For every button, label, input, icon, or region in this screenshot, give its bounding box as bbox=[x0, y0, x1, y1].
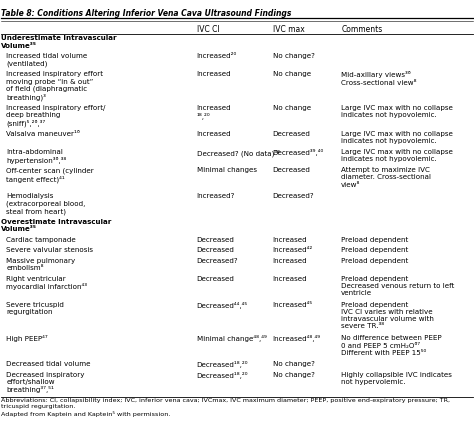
Text: Underestimate Intravascular
Volume³⁵: Underestimate Intravascular Volume³⁵ bbox=[1, 35, 117, 48]
Text: Massive pulmonary
embolism⁸: Massive pulmonary embolism⁸ bbox=[6, 258, 75, 271]
Text: No change: No change bbox=[273, 105, 310, 111]
Text: Decreased: Decreased bbox=[197, 247, 235, 253]
Text: Decreased¹⁸,²⁰: Decreased¹⁸,²⁰ bbox=[197, 361, 248, 368]
Text: Valsalva maneuver¹⁶: Valsalva maneuver¹⁶ bbox=[6, 131, 80, 137]
Text: Increased: Increased bbox=[273, 258, 307, 264]
Text: IVC CI: IVC CI bbox=[197, 26, 219, 34]
Text: Increased²⁰: Increased²⁰ bbox=[197, 54, 237, 60]
Text: Highly collapsible IVC indicates
not hypervolemic.: Highly collapsible IVC indicates not hyp… bbox=[341, 371, 452, 385]
Text: Right ventricular
myocardial infarction⁴³: Right ventricular myocardial infarction⁴… bbox=[6, 276, 87, 290]
Text: Increased: Increased bbox=[273, 276, 307, 282]
Text: Decreased? (No data)³²: Decreased? (No data)³² bbox=[197, 149, 280, 156]
Text: Minimal changes: Minimal changes bbox=[197, 167, 257, 173]
Text: Decreased³⁹,⁴⁰: Decreased³⁹,⁴⁰ bbox=[273, 149, 324, 156]
Text: No change?: No change? bbox=[273, 361, 314, 367]
Text: Decreased: Decreased bbox=[273, 167, 310, 173]
Text: Attempt to maximize IVC
diameter. Cross-sectional
view⁸: Attempt to maximize IVC diameter. Cross-… bbox=[341, 167, 431, 188]
Text: Minimal change⁴⁸,⁴⁹: Minimal change⁴⁸,⁴⁹ bbox=[197, 335, 266, 342]
Text: Abbreviations: CI, collapsibility index; IVC, inferior vena cava; IVCmax, IVC ma: Abbreviations: CI, collapsibility index;… bbox=[1, 398, 450, 417]
Text: Increased
¹⁸,²⁰: Increased ¹⁸,²⁰ bbox=[197, 105, 231, 119]
Text: Increased inspiratory effort
moving probe “in & out”
of field (diaphragmatic
bre: Increased inspiratory effort moving prob… bbox=[6, 71, 103, 102]
Text: Overestimate Intravascular
Volume³⁵: Overestimate Intravascular Volume³⁵ bbox=[1, 219, 112, 232]
Text: Increased tidal volume
(ventilated): Increased tidal volume (ventilated) bbox=[6, 54, 87, 67]
Text: Large IVC max with no collapse
indicates not hypovolemic.: Large IVC max with no collapse indicates… bbox=[341, 149, 453, 162]
Text: Increased: Increased bbox=[197, 131, 231, 137]
Text: Table 8: Conditions Altering Inferior Vena Cava Ultrasound Findings: Table 8: Conditions Altering Inferior Ve… bbox=[1, 9, 292, 18]
Text: Severe valvular stenosis: Severe valvular stenosis bbox=[6, 247, 93, 253]
Text: Decreased?: Decreased? bbox=[273, 193, 314, 199]
Text: Large IVC max with no collapse
indicates not hypovolemic.: Large IVC max with no collapse indicates… bbox=[341, 105, 453, 118]
Text: Mid-axillary views³⁶
Cross-sectional view⁸: Mid-axillary views³⁶ Cross-sectional vie… bbox=[341, 71, 417, 86]
Text: Preload dependent: Preload dependent bbox=[341, 247, 409, 253]
Text: Decreased: Decreased bbox=[197, 276, 235, 282]
Text: Severe tricuspid
regurgitation: Severe tricuspid regurgitation bbox=[6, 302, 64, 315]
Text: Large IVC max with no collapse
indicates not hypovolemic.: Large IVC max with no collapse indicates… bbox=[341, 131, 453, 144]
Text: Preload dependent: Preload dependent bbox=[341, 258, 409, 264]
Text: Preload dependent: Preload dependent bbox=[341, 237, 409, 243]
Text: Decreased⁴⁴,⁴⁵: Decreased⁴⁴,⁴⁵ bbox=[197, 302, 248, 309]
Text: Decreased: Decreased bbox=[197, 237, 235, 243]
Text: Decreased tidal volume: Decreased tidal volume bbox=[6, 361, 91, 367]
Text: Increased⁴⁵: Increased⁴⁵ bbox=[273, 302, 313, 308]
Text: IVC max: IVC max bbox=[273, 26, 304, 34]
Text: Increased?: Increased? bbox=[197, 193, 235, 199]
Text: Decreased: Decreased bbox=[273, 131, 310, 137]
Text: Intra-abdominal
hypertension³⁶,³⁸: Intra-abdominal hypertension³⁶,³⁸ bbox=[6, 149, 66, 164]
Text: Preload dependent
Decreased venous return to left
ventricle: Preload dependent Decreased venous retur… bbox=[341, 276, 455, 296]
Text: Decreased?: Decreased? bbox=[197, 258, 238, 264]
Text: Cardiac tamponade: Cardiac tamponade bbox=[6, 237, 76, 243]
Text: No change?: No change? bbox=[273, 54, 314, 60]
Text: No change?: No change? bbox=[273, 371, 314, 377]
Text: Decreased¹⁸,²⁰: Decreased¹⁸,²⁰ bbox=[197, 371, 248, 379]
Text: Preload dependent
IVC CI varies with relative
intravascular volume with
severe T: Preload dependent IVC CI varies with rel… bbox=[341, 302, 434, 329]
Text: Comments: Comments bbox=[341, 26, 383, 34]
Text: Decreased inspiratory
effort/shallow
breathing³⁷,⁵¹: Decreased inspiratory effort/shallow bre… bbox=[6, 371, 85, 393]
Text: Increased inspiratory effort/
deep breathing
(sniff)⁵,²⁶,³⁷: Increased inspiratory effort/ deep breat… bbox=[6, 105, 106, 127]
Text: Increased: Increased bbox=[273, 237, 307, 243]
Text: Increased⁴²: Increased⁴² bbox=[273, 247, 313, 253]
Text: High PEEP⁴⁷: High PEEP⁴⁷ bbox=[6, 335, 48, 342]
Text: Hemodialysis
(extracorporeal blood,
steal from heart): Hemodialysis (extracorporeal blood, stea… bbox=[6, 193, 85, 215]
Text: No difference between PEEP
0 and PEEP 5 cmH₂O⁶⁷
Different with PEEP 15⁵⁰: No difference between PEEP 0 and PEEP 5 … bbox=[341, 335, 442, 356]
Text: No change: No change bbox=[273, 71, 310, 77]
Text: Increased: Increased bbox=[197, 71, 231, 77]
Text: Increased⁴⁸,⁴⁹: Increased⁴⁸,⁴⁹ bbox=[273, 335, 321, 342]
Text: Off-center scan (cylinder
tangent effect)⁴¹: Off-center scan (cylinder tangent effect… bbox=[6, 167, 94, 183]
